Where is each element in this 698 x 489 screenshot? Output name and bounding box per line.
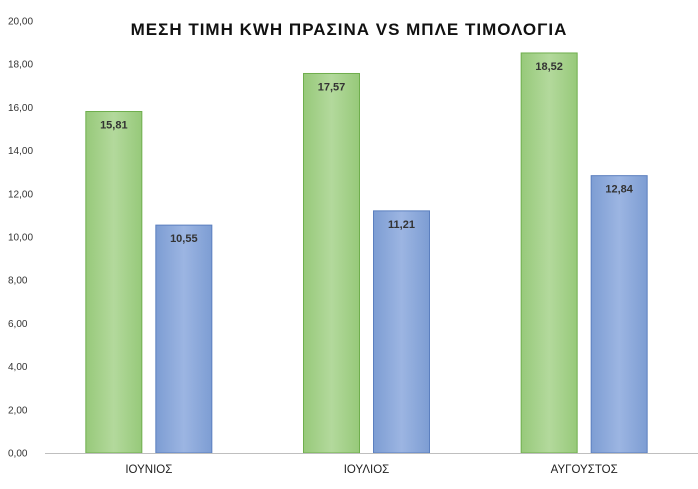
data-label: 15,81: [100, 120, 128, 132]
y-tick-label: 10,00: [8, 233, 33, 244]
chart-title: ΜΕΣΗ ΤΙΜΗ KWH ΠΡΑΣΙΝΑ VS ΜΠΛΕ ΤΙΜΟΛΟΓΙΑ: [130, 20, 568, 39]
data-label: 12,84: [605, 184, 633, 196]
data-label: 10,55: [170, 233, 198, 245]
data-label: 17,57: [318, 81, 346, 93]
y-tick-label: 4,00: [8, 362, 28, 373]
x-category-label: ΙΟΥΝΙΟΣ: [125, 464, 172, 476]
y-tick-label: 14,00: [8, 146, 33, 157]
y-tick-label: 20,00: [8, 17, 33, 28]
y-tick-label: 6,00: [8, 319, 28, 330]
x-category-label: ΑΥΓΟΥΣΤΟΣ: [551, 464, 618, 476]
y-tick-label: 18,00: [8, 60, 33, 71]
bar-green-1: [85, 111, 143, 454]
bar-blue-2: [373, 210, 430, 454]
y-tick-label: 0,00: [8, 449, 28, 460]
data-label: 18,52: [535, 61, 563, 73]
bar-blue-1: [155, 224, 213, 454]
data-label: 11,21: [388, 219, 415, 231]
y-tick-label: 12,00: [8, 189, 33, 200]
x-category-label: ΙΟΥΛΙΟΣ: [344, 464, 390, 476]
bar-green-2: [303, 72, 360, 454]
y-tick-label: 16,00: [8, 103, 33, 114]
y-tick-label: 8,00: [8, 276, 28, 287]
bar-blue-3: [590, 175, 648, 454]
y-tick-label: 2,00: [8, 405, 28, 416]
bar-green-3: [520, 52, 578, 454]
